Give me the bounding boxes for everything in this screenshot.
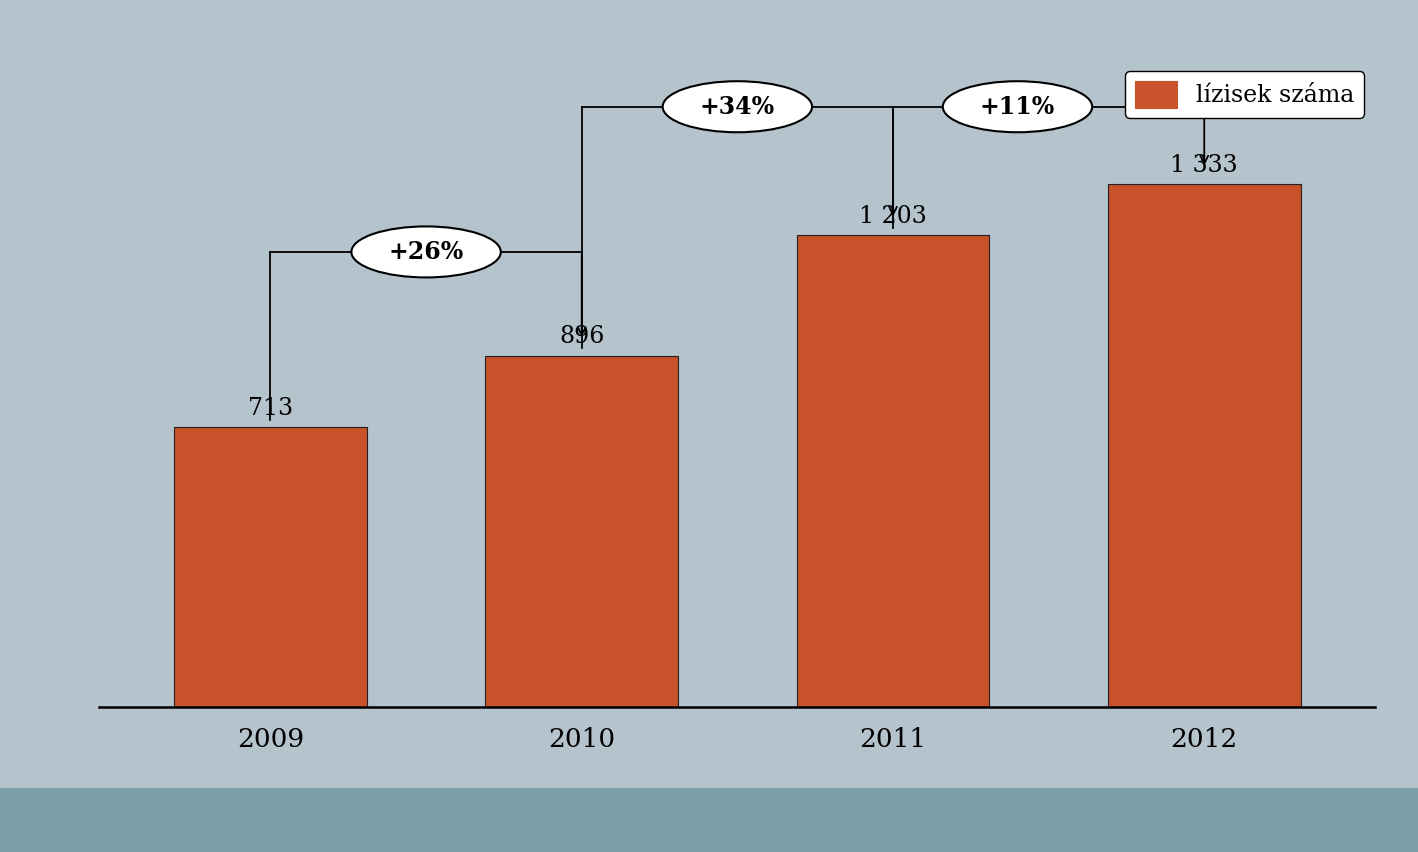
- Bar: [797, 235, 990, 707]
- Ellipse shape: [662, 81, 813, 132]
- Text: 1 203: 1 203: [859, 205, 927, 228]
- Text: +26%: +26%: [389, 240, 464, 264]
- Bar: [485, 355, 678, 707]
- Bar: [1107, 184, 1300, 707]
- Ellipse shape: [352, 227, 501, 278]
- Text: 713: 713: [248, 397, 294, 420]
- Bar: [174, 428, 367, 707]
- Text: +11%: +11%: [980, 95, 1055, 118]
- Text: 1 333: 1 333: [1170, 154, 1238, 177]
- Text: +34%: +34%: [700, 95, 774, 118]
- Text: 896: 896: [559, 325, 604, 348]
- Legend: lízisek száma: lízisek száma: [1124, 72, 1364, 118]
- Ellipse shape: [943, 81, 1092, 132]
